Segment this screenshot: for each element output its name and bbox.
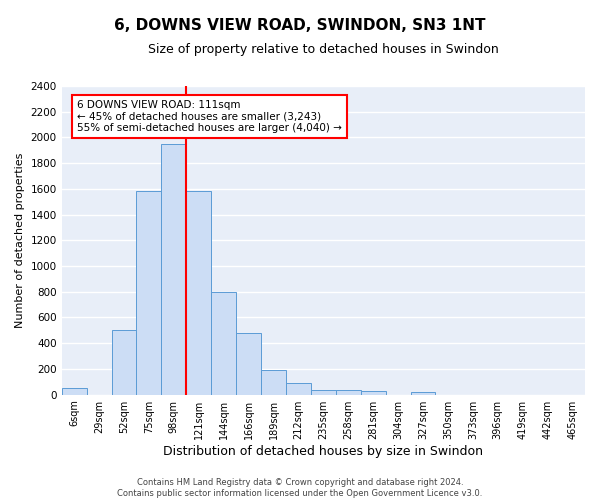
Bar xyxy=(261,370,286,394)
Text: 6 DOWNS VIEW ROAD: 111sqm
← 45% of detached houses are smaller (3,243)
55% of se: 6 DOWNS VIEW ROAD: 111sqm ← 45% of detac… xyxy=(77,100,342,133)
X-axis label: Distribution of detached houses by size in Swindon: Distribution of detached houses by size … xyxy=(163,444,484,458)
Text: Contains HM Land Registry data © Crown copyright and database right 2024.
Contai: Contains HM Land Registry data © Crown c… xyxy=(118,478,482,498)
Bar xyxy=(286,383,311,394)
Y-axis label: Number of detached properties: Number of detached properties xyxy=(15,152,25,328)
Bar xyxy=(336,390,361,394)
Bar xyxy=(136,192,161,394)
Bar xyxy=(311,390,336,394)
Bar xyxy=(161,144,186,394)
Bar xyxy=(361,392,386,394)
Bar xyxy=(211,292,236,394)
Bar xyxy=(112,330,136,394)
Bar xyxy=(236,333,261,394)
Bar xyxy=(186,192,211,394)
Bar xyxy=(410,392,436,394)
Bar xyxy=(62,388,86,394)
Text: 6, DOWNS VIEW ROAD, SWINDON, SN3 1NT: 6, DOWNS VIEW ROAD, SWINDON, SN3 1NT xyxy=(114,18,486,32)
Title: Size of property relative to detached houses in Swindon: Size of property relative to detached ho… xyxy=(148,42,499,56)
